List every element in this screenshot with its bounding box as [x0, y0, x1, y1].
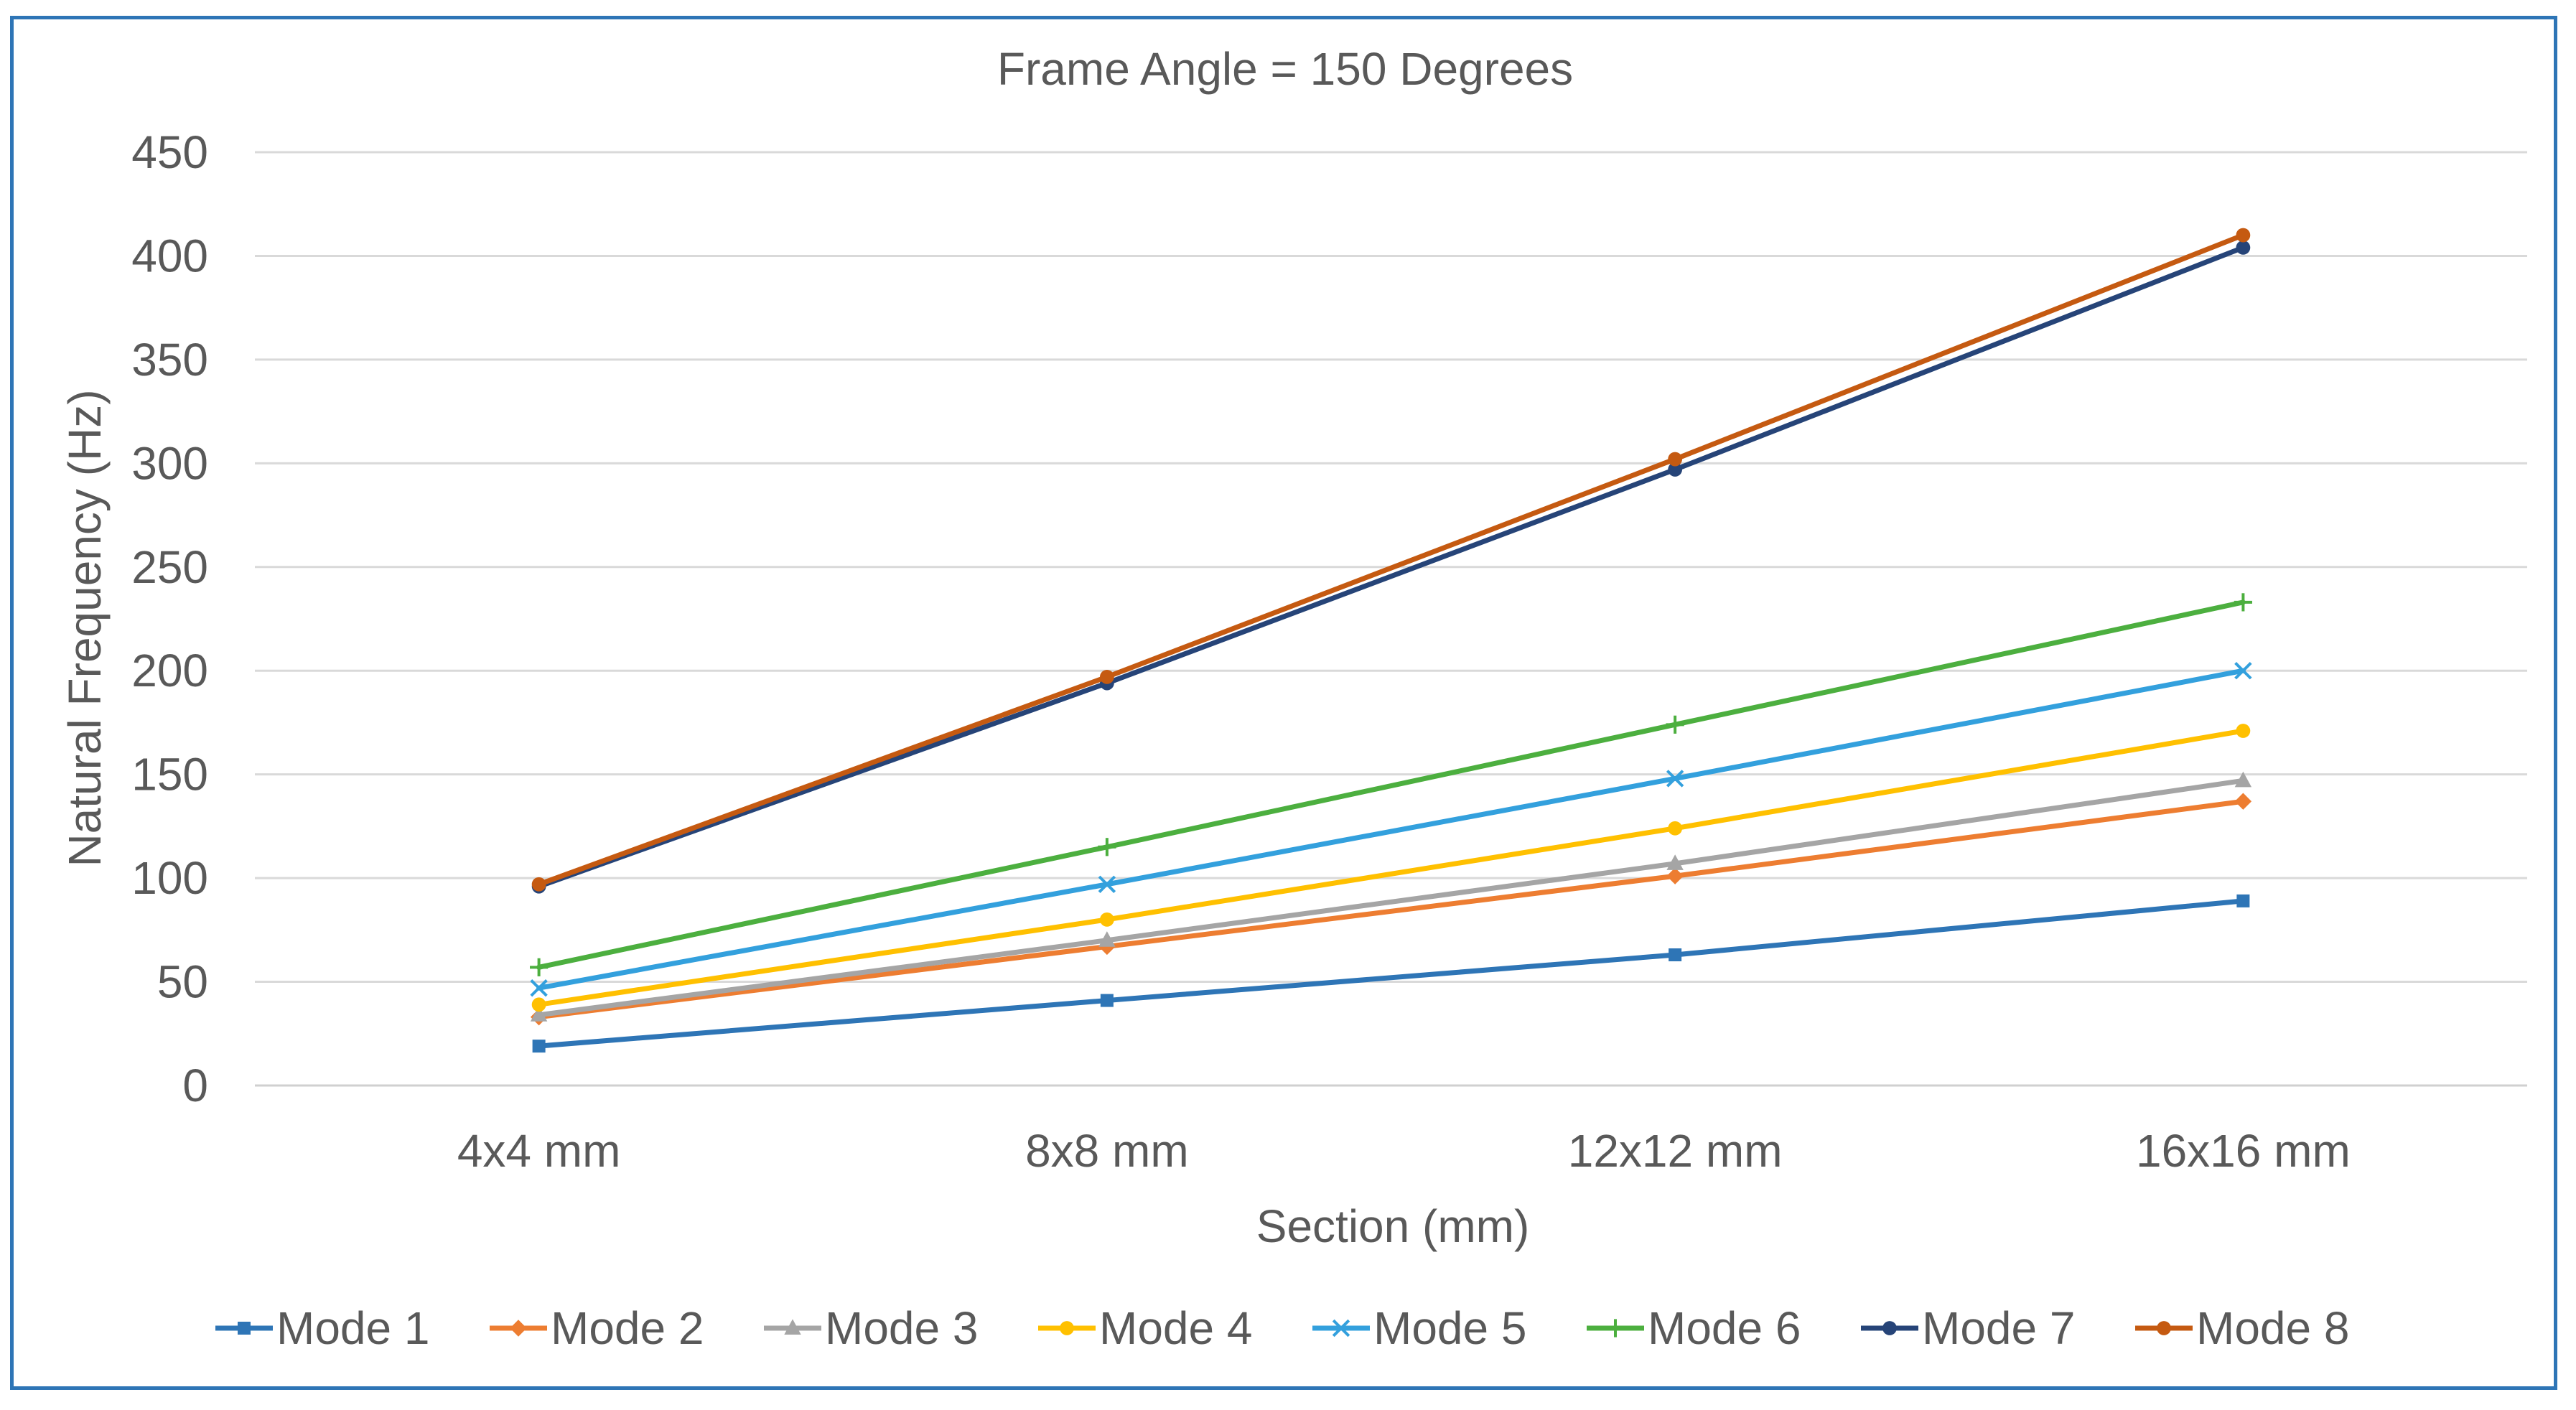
- y-tick-label: 100: [131, 852, 208, 904]
- data-point-stroke: [2234, 662, 2252, 680]
- legend-item: Mode 2: [490, 1302, 704, 1354]
- series-3: [530, 771, 2252, 1022]
- data-point: [530, 958, 549, 976]
- series-5: [530, 662, 2252, 997]
- legend-label: Mode 4: [1099, 1302, 1252, 1354]
- legend-label: Mode 5: [1373, 1302, 1526, 1354]
- legend: Mode 1 Mode 2 Mode 3 Mode 4 Mode 5 Mode 6 Mode…: [215, 1302, 2349, 1354]
- x-tick-label: 8x8 mm: [1025, 1125, 1189, 1177]
- legend-item: Mode 8: [2135, 1302, 2349, 1354]
- data-point: [1668, 821, 1683, 836]
- data-point: [531, 877, 546, 892]
- series-line: [536, 245, 2246, 890]
- data-point-stroke: [1332, 1319, 1350, 1337]
- data-point: [2236, 240, 2251, 255]
- data-point: [2234, 593, 2252, 612]
- legend-label: Mode 7: [1922, 1302, 2075, 1354]
- y-tick-label: 450: [131, 126, 208, 178]
- chart-frame: [10, 16, 2557, 1390]
- data-point: [1100, 994, 1114, 1007]
- x-axis-ticks: 4x4 mm 8x8 mm 12x12 mm 16x16 mm: [457, 1125, 2351, 1177]
- data-point: [532, 1040, 546, 1053]
- legend-label: Mode 2: [551, 1302, 704, 1354]
- data-point: [2236, 894, 2250, 907]
- data-point: [1060, 1321, 1074, 1335]
- x-axis-title: Section (mm): [1256, 1200, 1530, 1252]
- series-lines: [530, 228, 2252, 1053]
- y-axis-ticks: 0 50 100 150 200 250 300 350 400 450: [131, 126, 208, 1111]
- data-point: [1099, 669, 1114, 684]
- data-point: [784, 1319, 801, 1335]
- data-point: [2234, 771, 2252, 788]
- data-point: [530, 1006, 548, 1022]
- data-point: [1669, 948, 1682, 961]
- y-axis-title: Natural Frequency (Hz): [59, 389, 111, 867]
- data-point: [2236, 724, 2251, 738]
- x-tick-label: 4x4 mm: [457, 1125, 621, 1177]
- legend-item: Mode 4: [1038, 1302, 1252, 1354]
- data-point: [1666, 867, 1684, 884]
- y-tick-label: 250: [131, 541, 208, 593]
- data-point: [1666, 770, 1684, 788]
- data-point: [1099, 912, 1114, 927]
- data-point: [1606, 1319, 1625, 1337]
- data-point: [2234, 793, 2252, 810]
- legend-label: Mode 6: [1648, 1302, 1801, 1354]
- gridlines: [255, 151, 2527, 1087]
- y-tick-label: 50: [157, 956, 208, 1008]
- legend-label: Mode 8: [2196, 1302, 2349, 1354]
- data-point: [1882, 1321, 1897, 1335]
- y-tick-label: 150: [131, 749, 208, 800]
- series-line: [536, 668, 2246, 991]
- series-1: [532, 894, 2250, 1053]
- legend-item: Mode 6: [1587, 1302, 1801, 1354]
- series-8: [531, 228, 2251, 892]
- legend-item: Mode 3: [764, 1302, 978, 1354]
- data-point-stroke: [1666, 770, 1684, 788]
- data-point: [2157, 1321, 2171, 1335]
- series-line: [536, 599, 2246, 970]
- data-point-stroke: [1098, 875, 1116, 893]
- chart-title: Frame Angle = 150 Degrees: [997, 43, 1573, 95]
- x-tick-label: 16x16 mm: [2136, 1125, 2351, 1177]
- series-line: [536, 728, 2246, 1007]
- data-point: [2234, 662, 2252, 680]
- series-6: [530, 593, 2252, 976]
- series-line: [536, 233, 2246, 887]
- series-line: [536, 798, 2246, 1020]
- data-point: [2236, 228, 2251, 243]
- data-point: [531, 997, 546, 1012]
- data-point: [1668, 452, 1683, 467]
- legend-label: Mode 3: [825, 1302, 978, 1354]
- data-point: [1332, 1319, 1350, 1337]
- data-point: [510, 1320, 527, 1337]
- series-line: [536, 778, 2246, 1018]
- data-point: [1098, 875, 1116, 893]
- data-point: [238, 1322, 251, 1335]
- series-line: [536, 898, 2246, 1049]
- data-point: [530, 979, 548, 997]
- y-tick-label: 300: [131, 437, 208, 489]
- data-point: [1098, 931, 1116, 947]
- series-2: [530, 793, 2252, 1026]
- y-tick-label: 200: [131, 645, 208, 696]
- data-point: [1666, 715, 1684, 734]
- y-tick-label: 0: [182, 1060, 208, 1111]
- x-tick-label: 12x12 mm: [1568, 1125, 1783, 1177]
- series-4: [531, 724, 2251, 1012]
- data-point: [1666, 854, 1684, 870]
- data-point: [1668, 462, 1683, 477]
- data-point-stroke: [530, 979, 548, 997]
- data-point: [1098, 838, 1116, 856]
- y-tick-label: 350: [131, 334, 208, 386]
- legend-item: Mode 1: [215, 1302, 429, 1354]
- legend-item: Mode 5: [1312, 1302, 1526, 1354]
- legend-item: Mode 7: [1861, 1302, 2075, 1354]
- y-tick-label: 400: [131, 230, 208, 281]
- legend-label: Mode 1: [276, 1302, 429, 1354]
